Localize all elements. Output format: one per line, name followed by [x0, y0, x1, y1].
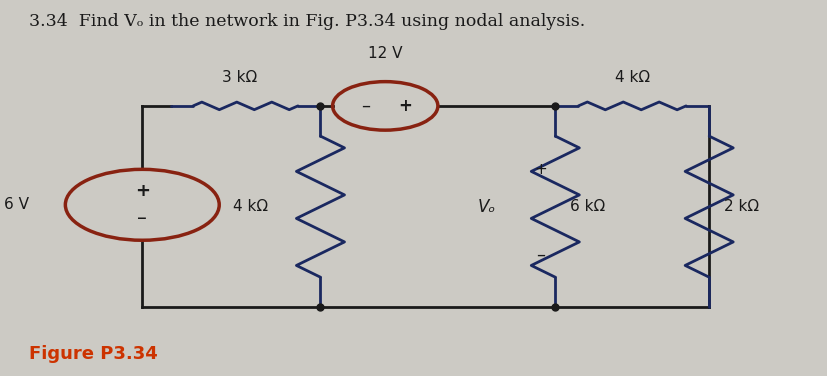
- Text: 2 kΩ: 2 kΩ: [723, 199, 758, 214]
- Text: 4 kΩ: 4 kΩ: [232, 199, 267, 214]
- Text: 12 V: 12 V: [367, 46, 402, 61]
- Text: 3 kΩ: 3 kΩ: [222, 70, 257, 85]
- Text: +: +: [533, 162, 547, 177]
- Text: –: –: [536, 246, 544, 264]
- Text: +: +: [398, 97, 412, 115]
- Text: Figure P3.34: Figure P3.34: [29, 346, 157, 364]
- Text: –: –: [361, 97, 370, 115]
- Text: 3.34  Find Vₒ in the network in Fig. P3.34 using nodal analysis.: 3.34 Find Vₒ in the network in Fig. P3.3…: [29, 12, 585, 30]
- Text: 4 kΩ: 4 kΩ: [614, 70, 649, 85]
- Text: 6 kΩ: 6 kΩ: [569, 199, 605, 214]
- Text: +: +: [135, 182, 150, 200]
- Text: Vₒ: Vₒ: [477, 198, 495, 216]
- Text: –: –: [137, 209, 147, 228]
- Text: 6 V: 6 V: [4, 197, 29, 212]
